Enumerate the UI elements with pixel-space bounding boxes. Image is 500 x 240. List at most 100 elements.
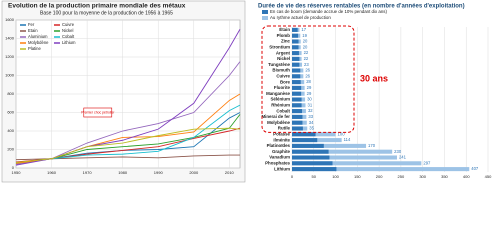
legend-swatch	[262, 16, 268, 20]
bar	[292, 80, 301, 85]
y-tick-label: Molybdène	[267, 120, 290, 125]
series-line	[15, 154, 240, 161]
legend-label: En cas de boom (demande accrue de 10% pe…	[270, 9, 387, 14]
bar	[292, 167, 470, 172]
bar	[292, 68, 301, 73]
x-tick-label: 250	[398, 174, 405, 179]
value-label: 28	[306, 79, 311, 84]
value-label: 17	[301, 27, 306, 32]
value-label: 26	[305, 68, 310, 73]
legend-label: Platine	[28, 46, 41, 51]
annotation: Premier choc pétrolier	[81, 110, 115, 114]
legend-label: Molybdène	[28, 40, 49, 45]
legend-label: Fer	[28, 22, 35, 27]
y-tick-label: Minerai de fer	[261, 114, 290, 119]
annotation-box	[83, 107, 113, 118]
x-tick-label: 2000	[189, 170, 199, 175]
y-tick-label: 1200	[5, 54, 15, 59]
x-tick-label: 50	[312, 174, 317, 179]
legend-label: Cobalt	[62, 34, 75, 39]
x-tick-label: 1960	[47, 170, 57, 175]
y-tick-label: Lithium	[274, 166, 290, 171]
value-label: 34	[309, 120, 314, 125]
x-tick-label: 150	[354, 174, 361, 179]
value-label: 31	[308, 102, 313, 107]
y-tick-label: Rutile	[278, 126, 291, 131]
value-label: 297	[423, 160, 431, 165]
y-tick-label: Ilménite	[273, 137, 290, 142]
x-tick-label: 300	[419, 174, 426, 179]
bar	[292, 138, 318, 143]
bar	[292, 27, 298, 32]
annotation-box	[261, 25, 355, 133]
value-label: 19	[302, 33, 307, 38]
bar	[292, 132, 316, 137]
y-tick-label: 0	[12, 165, 15, 170]
y-tick-label: Manganèse	[266, 91, 290, 96]
x-tick-label: 450	[485, 174, 492, 179]
value-label: 114	[344, 137, 351, 142]
page: Evolution de la production primaire mond…	[1, 0, 493, 183]
legend-label: Cuivre	[62, 22, 75, 27]
bar	[292, 167, 337, 172]
bar	[292, 45, 299, 50]
y-tick-label: Tungstène	[268, 62, 290, 67]
y-tick-label: Rhénium	[271, 102, 290, 107]
x-tick-label: 100	[332, 174, 339, 179]
bar	[292, 74, 301, 79]
bar	[292, 109, 303, 114]
value-label: 29	[307, 85, 312, 90]
legend-label: Nickel	[62, 28, 73, 33]
y-tick-label: Zinc	[281, 39, 291, 44]
y-tick-label: 800	[7, 91, 14, 96]
value-label: 35	[309, 126, 314, 131]
y-tick-label: Étain	[279, 27, 290, 32]
value-label: 170	[368, 143, 376, 148]
bar	[292, 161, 422, 166]
y-tick-label: Phosphates	[265, 160, 290, 165]
bar	[292, 126, 303, 131]
x-tick-label: 1980	[118, 170, 128, 175]
bar	[292, 39, 299, 44]
value-label: 23	[304, 62, 309, 67]
annotation: 30 ans	[360, 74, 388, 84]
value-label: 22	[304, 56, 309, 61]
series-line	[15, 104, 241, 164]
bar	[292, 56, 300, 61]
y-tick-label: 600	[7, 110, 14, 115]
y-tick-label: Cobalt	[276, 108, 290, 113]
bar	[292, 91, 302, 96]
bar-title: Durée de vie des réserves rentables (en …	[258, 4, 465, 10]
bar	[292, 62, 300, 67]
y-tick-label: 1600	[5, 17, 15, 22]
line-subtitle: Base 100 pour la moyenne de la productio…	[40, 10, 173, 16]
y-tick-label: 1000	[5, 73, 15, 78]
bar	[292, 155, 330, 160]
y-tick-label: Graphite	[272, 149, 291, 154]
y-tick-label: Bismuth	[272, 68, 290, 73]
y-tick-label: Bore	[280, 79, 291, 84]
value-label: 30	[307, 97, 312, 102]
value-label: 26	[305, 73, 310, 78]
x-tick-label: 400	[463, 174, 470, 179]
value-label: 230	[394, 149, 402, 154]
value-label: 20	[303, 39, 308, 44]
legend-label: Etain	[28, 28, 38, 33]
legend-label: Aluminium	[28, 34, 48, 39]
legend-swatch	[262, 10, 268, 14]
bar	[292, 114, 303, 119]
x-tick-label: 0	[291, 174, 294, 179]
x-tick-label: 350	[441, 174, 448, 179]
y-tick-label: Vanadium	[269, 155, 290, 160]
y-tick-label: Nickel	[277, 56, 290, 61]
bar	[292, 85, 302, 90]
x-tick-label: 1970	[83, 170, 93, 175]
value-label: 32	[308, 108, 313, 113]
x-tick-label: 1950	[12, 170, 22, 175]
x-tick-label: 200	[376, 174, 383, 179]
bar	[292, 143, 324, 148]
bar	[292, 103, 302, 108]
legend-label: Au rythme actuel de production	[270, 15, 331, 20]
y-tick-label: 1400	[5, 36, 15, 41]
series-line	[15, 61, 241, 165]
